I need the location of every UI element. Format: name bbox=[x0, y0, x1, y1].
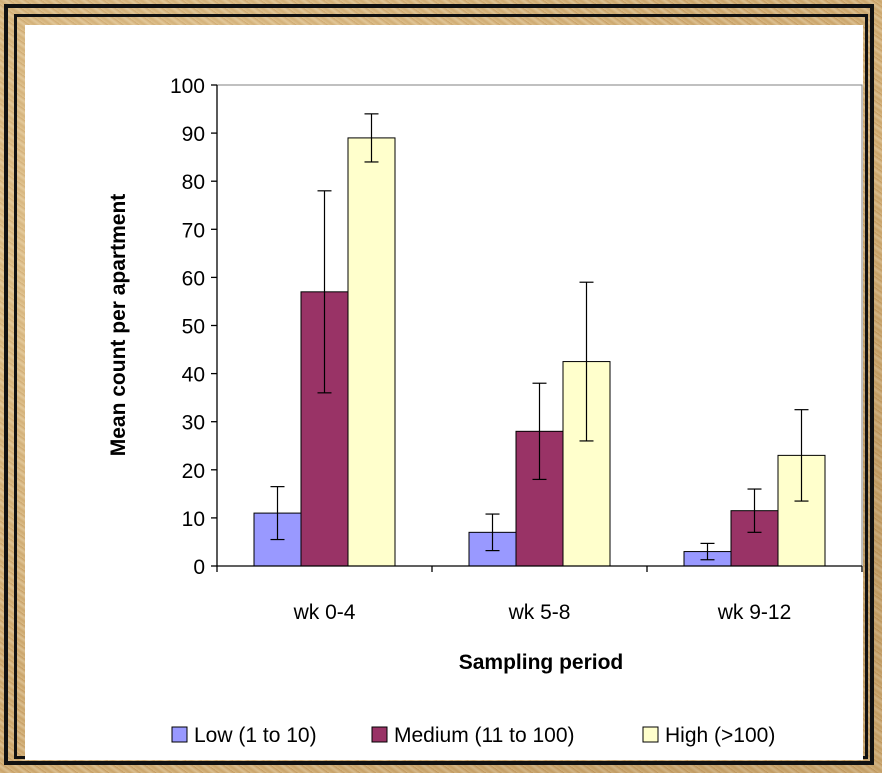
legend-label: Low (1 to 10) bbox=[194, 724, 317, 747]
y-tick-label: 0 bbox=[193, 556, 205, 579]
y-axis: 0 10 20 30 40 50 60 70 80 90 100 bbox=[170, 75, 218, 579]
y-tick-label: 30 bbox=[182, 412, 205, 435]
x-tick-label: wk 5-8 bbox=[508, 601, 571, 624]
y-tick-label: 100 bbox=[170, 75, 205, 98]
legend-swatch bbox=[171, 726, 188, 743]
y-axis-title: Mean count per apartment bbox=[107, 194, 130, 457]
y-tick-label: 20 bbox=[182, 460, 205, 483]
x-tick-label: wk 0-4 bbox=[293, 601, 356, 624]
legend-swatch bbox=[371, 726, 388, 743]
x-tick-label: wk 9-12 bbox=[717, 601, 792, 624]
error-bars-group bbox=[270, 113, 809, 561]
legend-label: Medium (11 to 100) bbox=[394, 724, 575, 747]
y-tick-label: 50 bbox=[182, 316, 205, 339]
y-tick-label: 10 bbox=[182, 508, 205, 531]
legend-label: High (>100) bbox=[665, 724, 775, 747]
y-tick-label: 90 bbox=[182, 123, 205, 146]
legend-swatch bbox=[642, 726, 659, 743]
bar bbox=[347, 137, 396, 567]
outer-frame bbox=[4, 4, 874, 765]
legend: Low (1 to 10) Medium (11 to 100) High (>10… bbox=[171, 724, 775, 747]
y-tick-label: 40 bbox=[182, 364, 205, 387]
x-axis: wk 0-4 wk 5-8 wk 9-12 bbox=[216, 565, 863, 624]
x-axis-title: Sampling period bbox=[459, 651, 624, 674]
y-tick-label: 80 bbox=[182, 171, 205, 194]
y-tick-label: 70 bbox=[182, 219, 205, 242]
y-tick-label: 60 bbox=[182, 267, 205, 290]
